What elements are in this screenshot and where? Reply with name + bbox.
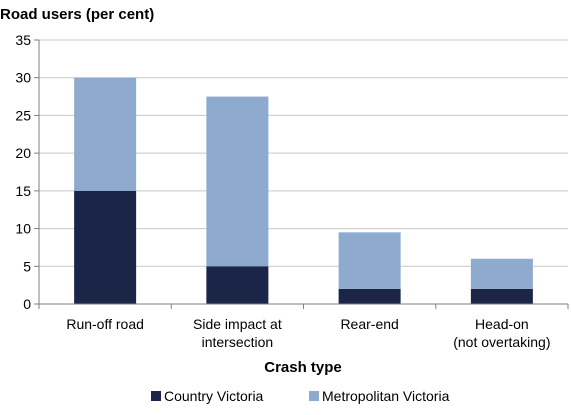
y-tick-label: 30 (15, 70, 31, 86)
y-tick-labels: 0 5 10 15 20 25 30 35 (15, 32, 31, 312)
bar-segment-metropolitan (206, 96, 269, 267)
y-tick-label: 5 (23, 258, 31, 274)
y-tick-label: 10 (15, 221, 31, 237)
x-category-labels: Run-off road Side impact at intersection Re… (66, 316, 550, 350)
y-tick-label: 0 (23, 296, 31, 312)
legend-label: Metropolitan Victoria (322, 388, 450, 404)
bar-segment-metropolitan (470, 258, 533, 289)
x-category-label: Side impact at (193, 316, 282, 332)
bar-segment-metropolitan (338, 232, 401, 289)
legend-swatch (309, 391, 319, 401)
bars (74, 77, 533, 304)
bar-segment-country (470, 288, 533, 304)
y-tick-label: 35 (15, 32, 31, 48)
axes (38, 40, 569, 309)
y-tick-label: 15 (15, 183, 31, 199)
x-category-label: (not overtaking) (453, 334, 550, 350)
x-category-label: intersection (202, 334, 274, 350)
bar-segment-country (338, 288, 401, 304)
legend-swatch (151, 391, 161, 401)
bar-segment-country (206, 266, 269, 304)
bar-segment-country (74, 190, 137, 304)
legend: Country Victoria Metropolitan Victoria (151, 388, 450, 404)
x-axis-title: Crash type (264, 359, 342, 376)
x-category-label: Rear-end (340, 316, 398, 332)
bar-segment-metropolitan (74, 77, 137, 191)
legend-label: Country Victoria (164, 388, 264, 404)
x-category-label: Run-off road (66, 316, 144, 332)
x-category-label: Head-on (475, 316, 529, 332)
y-tick-label: 25 (15, 107, 31, 123)
y-tick-label: 20 (15, 145, 31, 161)
y-axis-title: Road users (per cent) (0, 6, 154, 23)
